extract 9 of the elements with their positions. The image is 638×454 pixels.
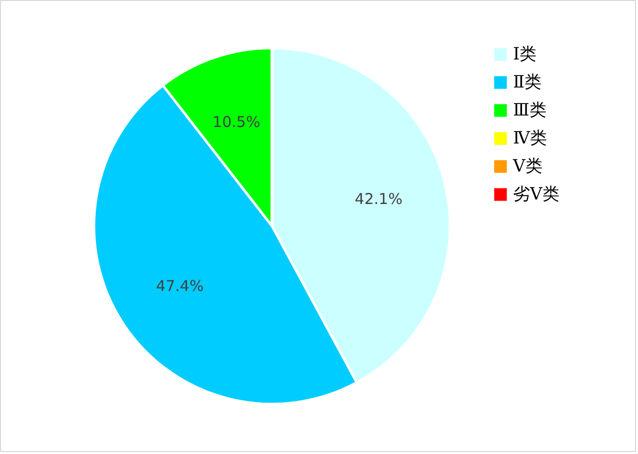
data-label: 47.4% <box>156 277 204 296</box>
legend-label: Ⅴ类 <box>512 156 542 176</box>
legend-label: Ⅳ类 <box>513 128 547 148</box>
legend-label: 劣Ⅴ类 <box>513 184 560 204</box>
legend-label: Ⅲ类 <box>513 100 546 120</box>
data-label: 42.1% <box>354 190 402 208</box>
data-label: 10.5% <box>212 112 260 131</box>
legend-label: Ⅱ类 <box>513 72 542 92</box>
legend-label: Ⅰ类 <box>513 44 537 64</box>
